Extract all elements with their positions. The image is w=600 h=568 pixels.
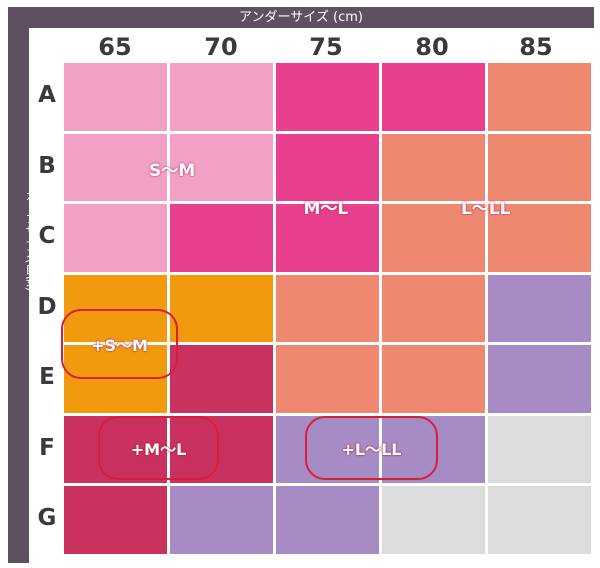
cell-F-85 [488, 415, 591, 483]
region-label-s-m: S〜M [149, 160, 196, 181]
highlight-pill-plus-s-m: +S〜M [61, 309, 178, 379]
column-label-80: 80 [415, 33, 449, 61]
row-label-B: B [38, 152, 56, 179]
column-label-85: 85 [519, 33, 553, 61]
cell-F-70 [170, 415, 273, 483]
row-label-A: A [38, 82, 56, 109]
cell-G-65 [64, 486, 167, 554]
row-label-E: E [39, 364, 55, 391]
region-label-m-l: M〜L [303, 198, 349, 219]
cell-D-75 [276, 274, 379, 342]
cell-A-85 [488, 63, 591, 131]
cell-E-80 [382, 345, 485, 413]
cell-A-70 [170, 63, 273, 131]
cell-B-65 [64, 133, 167, 201]
cell-G-80 [382, 486, 485, 554]
under-size-title: アンダーサイズ (cm) [239, 10, 363, 25]
row-label-G: G [37, 505, 57, 532]
column-label-70: 70 [204, 33, 238, 61]
cell-D-65 [64, 274, 167, 342]
cell-F-75 [276, 415, 379, 483]
cell-C-80 [382, 204, 485, 272]
highlight-label-plus-s-m: +S〜M [91, 336, 148, 355]
cell-B-70 [170, 133, 273, 201]
cell-A-80 [382, 63, 485, 131]
cell-C-75 [276, 204, 379, 272]
cell-G-75 [276, 486, 379, 554]
region-label-l-ll: L〜LL [461, 198, 511, 219]
cell-B-85 [488, 133, 591, 201]
cell-G-70 [170, 486, 273, 554]
cell-A-75 [276, 63, 379, 131]
size-grid [63, 62, 593, 560]
under-size-header: アンダーサイズ (cm) [8, 7, 594, 28]
row-label-D: D [37, 293, 57, 320]
cell-C-85 [488, 204, 591, 272]
highlight-pill-plus-m-l: +M〜L [98, 416, 219, 480]
cell-C-70 [170, 204, 273, 272]
cell-A-65 [64, 63, 167, 131]
cell-B-80 [382, 133, 485, 201]
highlight-label-plus-l-ll: +L〜LL [341, 440, 402, 459]
cup-size-title: カップサイズ(目安) [24, 190, 37, 292]
cell-D-80 [382, 274, 485, 342]
cell-E-70 [170, 345, 273, 413]
row-label-F: F [39, 434, 55, 461]
cell-G-85 [488, 486, 591, 554]
highlight-label-plus-m-l: +M〜L [130, 440, 187, 459]
cell-D-70 [170, 274, 273, 342]
column-label-65: 65 [98, 33, 132, 61]
row-label-C: C [38, 223, 56, 250]
cell-B-75 [276, 133, 379, 201]
cell-E-85 [488, 345, 591, 413]
cup-size-sidebar [8, 7, 29, 563]
column-label-75: 75 [309, 33, 343, 61]
highlight-pill-plus-l-ll: +L〜LL [305, 416, 438, 480]
cell-D-85 [488, 274, 591, 342]
cell-C-65 [64, 204, 167, 272]
cell-E-75 [276, 345, 379, 413]
